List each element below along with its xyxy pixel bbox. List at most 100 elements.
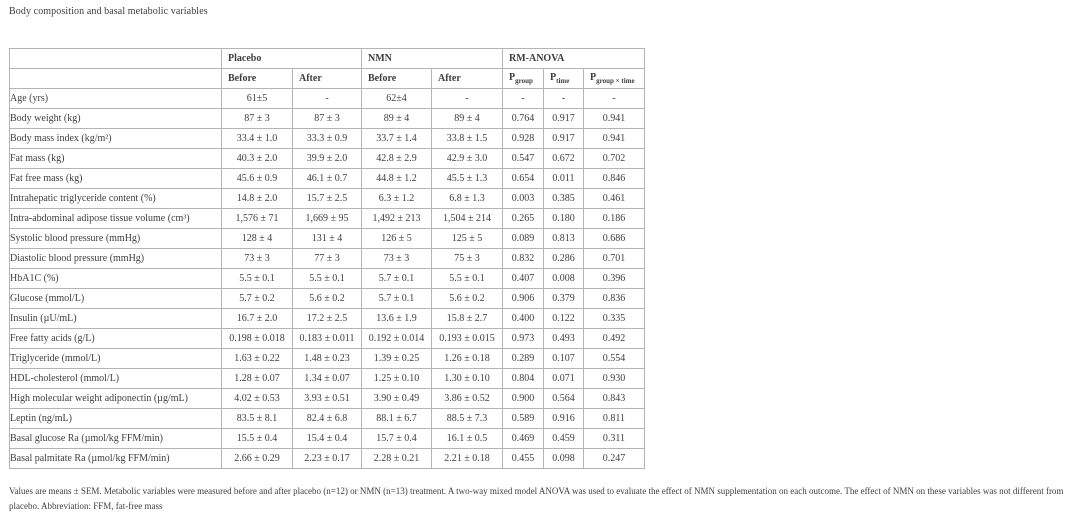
cell-value: 0.564 [543,388,584,409]
cell-value: 0.311 [583,428,645,449]
group-header-row: Placebo NMN RM-ANOVA [9,48,645,69]
cell-value: 5.6 ± 0.2 [431,288,503,309]
cell-value: 0.193 ± 0.015 [431,328,503,349]
cell-value: 5.6 ± 0.2 [292,288,362,309]
cell-value: 1,492 ± 213 [361,208,432,229]
cell-value: 15.4 ± 0.4 [292,428,362,449]
cell-value: 2.23 ± 0.17 [292,448,362,469]
row-label: HDL-cholesterol (mmol/L) [9,368,222,389]
cell-value: 62±4 [361,88,432,109]
cell-value: 14.8 ± 2.0 [221,188,293,209]
cell-value: 89 ± 4 [431,108,503,129]
cell-value: 0.385 [543,188,584,209]
sub-header-nmn-after: After [431,68,503,89]
cell-value: 46.1 ± 0.7 [292,168,362,189]
cell-value: 0.011 [543,168,584,189]
row-label: HbA1C (%) [9,268,222,289]
cell-value: 2.21 ± 0.18 [431,448,503,469]
cell-value: 45.5 ± 1.3 [431,168,503,189]
cell-value: 0.461 [583,188,645,209]
table-row: Fat mass (kg) 40.3 ± 2.0 39.9 ± 2.0 42.8 ± … [9,148,645,169]
cell-value: 1.30 ± 0.10 [431,368,503,389]
cell-value: 5.5 ± 0.1 [221,268,293,289]
cell-value: 87 ± 3 [221,108,293,129]
cell-value: 0.455 [502,448,544,469]
cell-value: 6.3 ± 1.2 [361,188,432,209]
cell-value: 3.86 ± 0.52 [431,388,503,409]
table-row: Insulin (µU/mL) 16.7 ± 2.0 17.2 ± 2.5 13.6 … [9,308,645,329]
table-row: Body weight (kg) 87 ± 3 87 ± 3 89 ± 4 89 ± 4… [9,108,645,129]
row-label: Intrahepatic triglyceride content (%) [9,188,222,209]
cell-value: 0.832 [502,248,544,269]
cell-value: - [583,88,645,109]
cell-value: 0.917 [543,128,584,149]
row-label: Fat free mass (kg) [9,168,222,189]
cell-value: 3.93 ± 0.51 [292,388,362,409]
cell-value: 0.900 [502,388,544,409]
cell-value: 0.554 [583,348,645,369]
row-label: Systolic blood pressure (mmHg) [9,228,222,249]
cell-value: 5.7 ± 0.2 [221,288,293,309]
table-footnote: Values are means ± SEM. Metabolic variab… [9,486,1064,512]
table-header: Placebo NMN RM-ANOVA Before After Before… [9,48,645,89]
row-label: Free fatty acids (g/L) [9,328,222,349]
row-label: Triglyceride (mmol/L) [9,348,222,369]
table-row: Fat free mass (kg) 45.6 ± 0.9 46.1 ± 0.7 44… [9,168,645,189]
cell-value: 0.804 [502,368,544,389]
cell-value: 0.493 [543,328,584,349]
cell-value: 5.7 ± 0.1 [361,268,432,289]
cell-value: 0.186 [583,208,645,229]
cell-value: 73 ± 3 [361,248,432,269]
cell-value: 1.48 ± 0.23 [292,348,362,369]
cell-value: - [292,88,362,109]
cell-value: 44.8 ± 1.2 [361,168,432,189]
cell-value: 2.66 ± 0.29 [221,448,293,469]
cell-value: 0.836 [583,288,645,309]
cell-value: 1,576 ± 71 [221,208,293,229]
cell-value: 0.701 [583,248,645,269]
cell-value: 1.63 ± 0.22 [221,348,293,369]
cell-value: 0.764 [502,108,544,129]
cell-value: 0.180 [543,208,584,229]
cell-value: 83.5 ± 8.1 [221,408,293,429]
cell-value: 1.39 ± 0.25 [361,348,432,369]
sub-header-placebo-before: Before [221,68,293,89]
cell-value: 88.5 ± 7.3 [431,408,503,429]
cell-value: 33.4 ± 1.0 [221,128,293,149]
cell-value: 131 ± 4 [292,228,362,249]
group-header-nmn: NMN [361,48,503,69]
cell-value: 17.2 ± 2.5 [292,308,362,329]
cell-value: 1.25 ± 0.10 [361,368,432,389]
table-row: Basal glucose Ra (µmol/kg FFM/min) 15.5 ±… [9,428,645,449]
p-group-header: Pgroup [502,68,544,89]
cell-value: 6.8 ± 1.3 [431,188,503,209]
cell-value: 88.1 ± 6.7 [361,408,432,429]
table-row: Basal palmitate Ra (µmol/kg FFM/min) 2.66… [9,448,645,469]
table-row: Systolic blood pressure (mmHg) 128 ± 4 131… [9,228,645,249]
table-row: Leptin (ng/mL) 83.5 ± 8.1 82.4 ± 6.8 88.1 ±… [9,408,645,429]
cell-value: 0.973 [502,328,544,349]
cell-value: 0.379 [543,288,584,309]
row-label: Diastolic blood pressure (mmHg) [9,248,222,269]
cell-value: 39.9 ± 2.0 [292,148,362,169]
cell-value: 33.8 ± 1.5 [431,128,503,149]
cell-value: 1,504 ± 214 [431,208,503,229]
row-label: Body weight (kg) [9,108,222,129]
table-row: Triglyceride (mmol/L) 1.63 ± 0.22 1.48 ± 0… [9,348,645,369]
row-label: Body mass index (kg/m²) [9,128,222,149]
cell-value: 15.8 ± 2.7 [431,308,503,329]
cell-value: 0.003 [502,188,544,209]
cell-value: 15.7 ± 0.4 [361,428,432,449]
table-body: Age (yrs) 61±5-62±4- - - - Body weight (kg) 87… [9,88,645,469]
cell-value: 0.286 [543,248,584,269]
table-row: Body mass index (kg/m²) 33.4 ± 1.0 33.3 ± … [9,128,645,149]
cell-value: 0.686 [583,228,645,249]
cell-value: 42.9 ± 3.0 [431,148,503,169]
cell-value: 0.107 [543,348,584,369]
cell-value: 0.247 [583,448,645,469]
group-header-rm-anova: RM-ANOVA [502,48,645,69]
cell-value: 0.813 [543,228,584,249]
cell-value: 0.198 ± 0.018 [221,328,293,349]
cell-value: 0.407 [502,268,544,289]
